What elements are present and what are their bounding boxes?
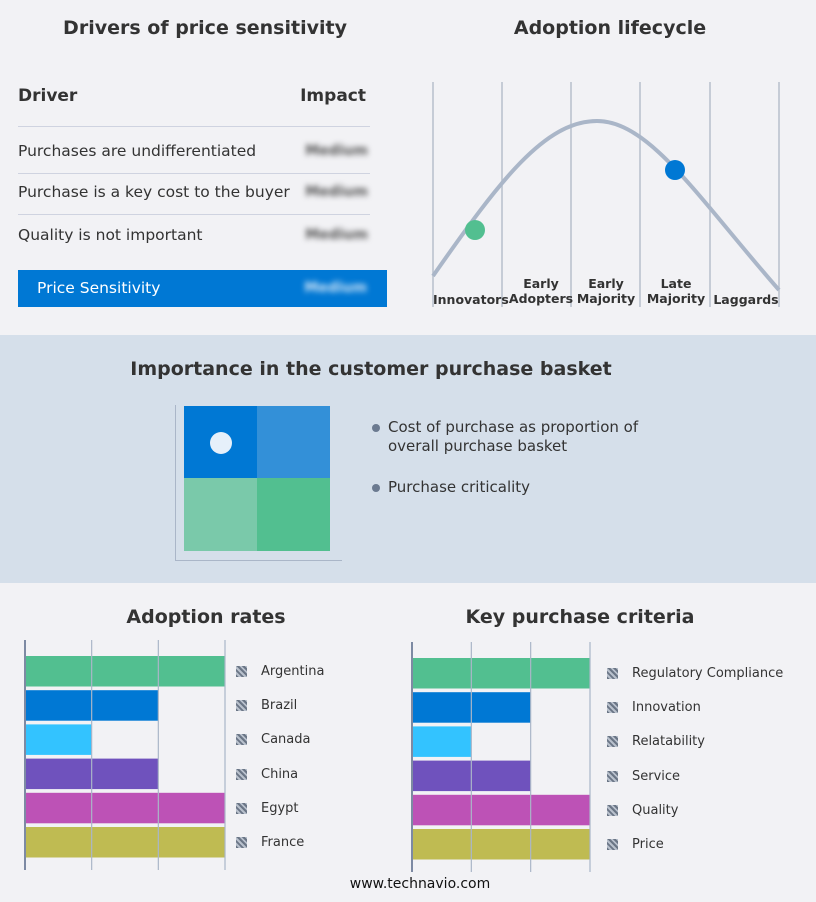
legend-item: Quality	[607, 803, 678, 818]
legend-label: Brazil	[261, 698, 298, 714]
col-impact: Impact	[300, 86, 366, 106]
purchase-criteria-title: Key purchase criteria	[465, 606, 695, 628]
driver-header: Driver Impact	[18, 86, 370, 127]
legend-swatch-icon	[607, 770, 618, 782]
legend-item: Brazil	[236, 698, 297, 713]
legend-item: Price	[607, 837, 664, 852]
adoption-rates-title: Adoption rates	[126, 606, 286, 628]
col-driver: Driver	[18, 86, 78, 106]
legend-item: Service	[607, 769, 680, 784]
legend-label: Quality	[632, 802, 679, 818]
bar-egypt	[25, 792, 225, 824]
legend-label: Egypt	[261, 800, 299, 816]
matrix-axis	[175, 405, 342, 561]
legend-item: China	[236, 767, 298, 782]
summary-label: Price Sensitivity	[37, 279, 161, 297]
legend-swatch-icon	[607, 702, 618, 714]
impact-value: Medium	[305, 143, 368, 159]
driver-row: Quality is not important Medium	[18, 215, 370, 257]
legend-label: Argentina	[261, 664, 325, 679]
legend-label: Canada	[261, 732, 311, 748]
stage-label: Laggards	[713, 292, 779, 307]
drivers-title: Drivers of price sensitivity	[63, 17, 347, 39]
lifecycle-chart	[431, 82, 781, 307]
legend-label: Relatability	[632, 734, 705, 750]
legend-swatch-icon	[236, 700, 247, 712]
adoption-curve	[431, 118, 781, 292]
bar-canada	[25, 724, 92, 755]
legend-label: Price	[632, 837, 664, 852]
legend-item: Argentina	[236, 664, 324, 679]
lifecycle-title: Adoption lifecycle	[513, 17, 707, 39]
basket-section	[0, 335, 816, 583]
legend-label: France	[261, 835, 305, 850]
innovators-marker	[465, 220, 485, 240]
matrix-cell	[257, 406, 330, 478]
legend-swatch-icon	[236, 802, 247, 814]
matrix-cell	[184, 478, 257, 551]
legend-label: Regulatory Compliance	[632, 666, 784, 681]
bar-france	[25, 827, 225, 858]
legend-swatch-icon	[236, 734, 247, 746]
impact-value: Medium	[305, 184, 368, 200]
bar-quality	[412, 794, 590, 826]
price-sensitivity-summary: Price Sensitivity Medium	[18, 270, 387, 307]
driver-label: Purchases are undifferentiated	[18, 142, 257, 160]
legend-swatch-icon	[607, 736, 618, 748]
stage-label: Early Adopters	[508, 276, 574, 306]
legend-item: France	[236, 835, 304, 850]
driver-row: Purchase is a key cost to the buyer Mediu…	[18, 172, 370, 215]
legend-label: China	[261, 766, 299, 782]
bar-relatability	[412, 726, 472, 757]
bar-price	[412, 829, 590, 860]
footer-url: www.technavio.com	[349, 876, 491, 892]
driver-row: Purchases are undifferentiated Medium	[18, 131, 370, 174]
matrix-marker	[210, 432, 232, 454]
legend-label: Innovation	[632, 700, 701, 716]
legend-item: Innovation	[607, 700, 701, 715]
basket-legend-item: Cost of purchase as proportion of overal…	[372, 418, 658, 456]
late-majority-marker	[665, 160, 685, 180]
legend-item: Canada	[236, 732, 310, 747]
basket-title: Importance in the customer purchase bask…	[130, 358, 612, 380]
driver-label: Purchase is a key cost to the buyer	[18, 183, 290, 201]
legend-swatch-icon	[607, 804, 618, 816]
basket-legend-item: Purchase criticality	[372, 478, 530, 497]
legend-swatch-icon	[236, 768, 247, 780]
stage-label: Innovators	[433, 292, 509, 307]
driver-label: Quality is not important	[18, 226, 203, 244]
stage-label: Early Majority	[576, 276, 636, 306]
summary-impact: Medium	[304, 280, 367, 296]
legend-swatch-icon	[607, 839, 618, 850]
bar-regulatory-compliance	[412, 658, 590, 689]
legend-item: Relatability	[607, 734, 705, 749]
legend-item: Egypt	[236, 801, 299, 816]
bar-argentina	[25, 656, 225, 687]
legend-swatch-icon	[236, 666, 247, 677]
legend-item: Regulatory Compliance	[607, 666, 783, 681]
matrix-cell	[257, 478, 330, 551]
stage-label: Late Majority	[646, 276, 706, 306]
legend-label: Service	[632, 768, 681, 784]
legend-swatch-icon	[607, 668, 618, 679]
legend-swatch-icon	[236, 837, 247, 848]
impact-value: Medium	[305, 227, 368, 243]
